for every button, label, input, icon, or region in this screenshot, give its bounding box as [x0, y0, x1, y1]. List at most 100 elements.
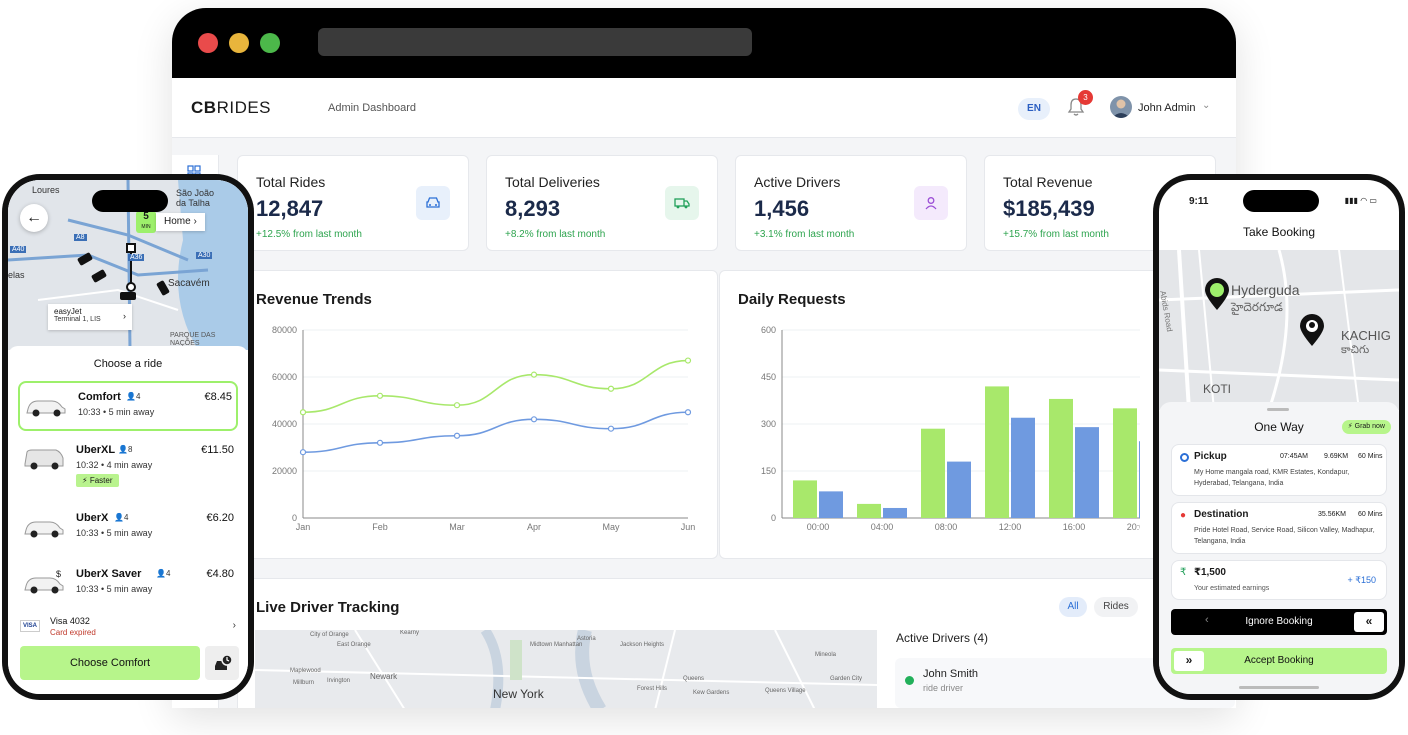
pickup-detail: Terminal 1, LIS — [54, 316, 101, 323]
drag-handle[interactable] — [1267, 408, 1289, 411]
y-tick-label: 40000 — [272, 419, 297, 429]
double-chevron-right-icon[interactable]: » — [1174, 651, 1204, 671]
eta-unit: MIN — [141, 224, 151, 230]
stat-title: Total Rides — [256, 174, 326, 190]
daily-requests-panel: Daily Requests 0 150 300 450 600 00:00 04:00 08… — [719, 270, 1236, 559]
driver-map[interactable]: Hyderguda హైదెరగూడ KACHIG కాచిగు KOTI Ab… — [1159, 250, 1399, 410]
pickup-label: Pickup — [1194, 451, 1227, 462]
map-label: Newark — [370, 672, 398, 681]
avatar[interactable] — [1110, 96, 1132, 118]
double-chevron-left-icon[interactable]: « — [1354, 612, 1384, 632]
map-label: Kew Gardens — [693, 690, 730, 696]
user-name[interactable]: John Admin — [1138, 102, 1196, 114]
x-tick-label: Apr — [527, 522, 541, 532]
destination-address: Pride Hotel Road, Service Road, Silicon … — [1194, 527, 1375, 545]
map-label: PARQUE DAS NAÇÕES — [170, 332, 216, 347]
window-maximize-dot[interactable] — [260, 33, 280, 53]
truck-icon — [665, 186, 699, 220]
live-map[interactable]: City of Orange Kearny East Orange Maplew… — [255, 630, 877, 708]
map-label: East Orange — [337, 642, 371, 648]
driver-phone: 9:11 ▮▮▮ ◠ ▭ Take Booking Hyderguda హైదె… — [1153, 174, 1405, 700]
ignore-booking-button[interactable]: ‹ Ignore Booking « — [1171, 609, 1387, 635]
dynamic-island — [1243, 190, 1319, 212]
revenue-trends-panel: Revenue Trends 0 20000 40000 60000 80000 Jan F… — [237, 270, 718, 559]
seat-count: 👤8 — [118, 445, 133, 454]
map-label: Sacavém — [168, 278, 210, 289]
y-tick-label: 600 — [761, 325, 776, 335]
ride-meta: 10:33 • 5 min away — [78, 407, 155, 417]
chevron-left-icon: ‹ — [1205, 614, 1209, 626]
ride-option-comfort[interactable]: Comfort 👤4 10:33 • 5 min away €8.45 — [18, 381, 238, 431]
daily-requests-title: Daily Requests — [738, 291, 846, 308]
payment-method-row[interactable]: VISA Visa 4032 Card expired › — [18, 614, 238, 640]
ride-option-uberx[interactable]: UberX 👤4 10:33 • 5 min away €6.20 — [18, 504, 238, 554]
bar — [857, 503, 881, 518]
y-tick-label: 60000 — [272, 372, 297, 382]
x-tick-label: 00:00 — [807, 522, 830, 532]
data-point — [530, 371, 538, 378]
driver-phone-screen: 9:11 ▮▮▮ ◠ ▭ Take Booking Hyderguda హైదె… — [1159, 180, 1399, 694]
ignore-booking-label: Ignore Booking — [1245, 616, 1313, 627]
chevron-right-icon: › — [232, 620, 236, 631]
ride-name: UberX Saver — [76, 568, 142, 580]
data-point — [607, 385, 615, 392]
trip-type: One Way — [1254, 420, 1304, 434]
data-point — [453, 432, 461, 439]
y-tick-label: 0 — [771, 513, 776, 523]
map-label: Jackson Heights — [620, 642, 665, 648]
tab-all[interactable]: All — [1059, 597, 1087, 617]
stat-value: 8,293 — [505, 196, 561, 221]
data-point — [684, 409, 692, 416]
bar — [1049, 398, 1073, 518]
car-icon: $ — [24, 570, 64, 594]
tab-rides[interactable]: Rides — [1094, 597, 1138, 617]
ride-price: €11.50 — [201, 444, 234, 456]
x-tick-label: 16:00 — [1063, 522, 1086, 532]
dashboard-screen: CBRIDES Admin Dashboard EN 3 John Admin … — [172, 78, 1236, 708]
car-icon — [26, 400, 66, 417]
stat-value: 12,847 — [256, 196, 324, 221]
ride-price: €8.45 — [204, 391, 232, 403]
ride-option-uberx-saver[interactable]: $ UberX Saver 👤4 10:33 • 5 min away €4.8… — [18, 560, 238, 610]
ride-option-uberxl[interactable]: UberXL 👤8 10:32 • 4 min away €11.50 ⚡ Fa… — [18, 436, 238, 494]
language-selector[interactable]: EN — [1018, 98, 1050, 120]
map-label: Loures — [32, 185, 60, 195]
accept-booking-button[interactable]: » Accept Booking — [1171, 648, 1387, 674]
map-label: Maplewood — [290, 668, 321, 674]
back-arrow-icon[interactable]: ← — [20, 204, 48, 232]
seat-count: 👤4 — [114, 513, 129, 522]
map-label: Mineola — [815, 652, 837, 658]
rider-phone: ← 5 MIN Home › easyJet Terminal 1, LIS ›… — [2, 174, 254, 700]
grab-now-badge[interactable]: ⚡ Grab now — [1341, 420, 1391, 434]
destination-distance: 35.56KM — [1318, 511, 1347, 518]
window-minimize-dot[interactable] — [229, 33, 249, 53]
y-tick-label: 300 — [761, 419, 776, 429]
destination-chip[interactable]: Home › — [156, 213, 205, 231]
stat-card-active-drivers[interactable]: Active Drivers 1,456 +3.1% from last mon… — [735, 155, 967, 251]
revenue-trends-title: Revenue Trends — [256, 291, 372, 308]
logo-rest-text: RIDES — [216, 98, 272, 117]
card-name: Visa 4032 — [50, 616, 90, 626]
pickup-distance: 9.69KM — [1324, 453, 1349, 460]
map-label: KACHIG — [1341, 328, 1391, 343]
schedule-ride-button[interactable] — [205, 646, 239, 680]
brand-logo[interactable]: CBRIDES — [191, 98, 271, 118]
pickup-chip[interactable]: easyJet Terminal 1, LIS › — [48, 304, 132, 330]
pickup-time: 07:45AM — [1280, 453, 1309, 460]
data-point — [299, 449, 307, 456]
chevron-down-icon[interactable]: ⌄ — [1202, 100, 1211, 111]
window-close-dot[interactable] — [198, 33, 218, 53]
x-tick-label: Feb — [372, 522, 388, 532]
sheet-title: Choose a ride — [93, 358, 163, 370]
stat-card-total-rides[interactable]: Total Rides 12,847 +12.5% from last mont… — [237, 155, 469, 251]
bar — [883, 507, 907, 518]
stat-title: Active Drivers — [754, 174, 841, 190]
address-bar[interactable] — [318, 28, 752, 56]
stat-card-total-deliveries[interactable]: Total Deliveries 8,293 +8.2% from last m… — [486, 155, 718, 251]
live-tracking-title: Live Driver Tracking — [256, 599, 400, 616]
card-status: Card expired — [50, 628, 96, 637]
pickup-card: Pickup 07:45AM 9.69KM 60 Mins My Home ma… — [1171, 444, 1387, 496]
choose-ride-button[interactable]: Choose Comfort — [20, 646, 200, 680]
data-point — [299, 409, 307, 416]
map-label: Hyderguda — [1231, 282, 1300, 298]
